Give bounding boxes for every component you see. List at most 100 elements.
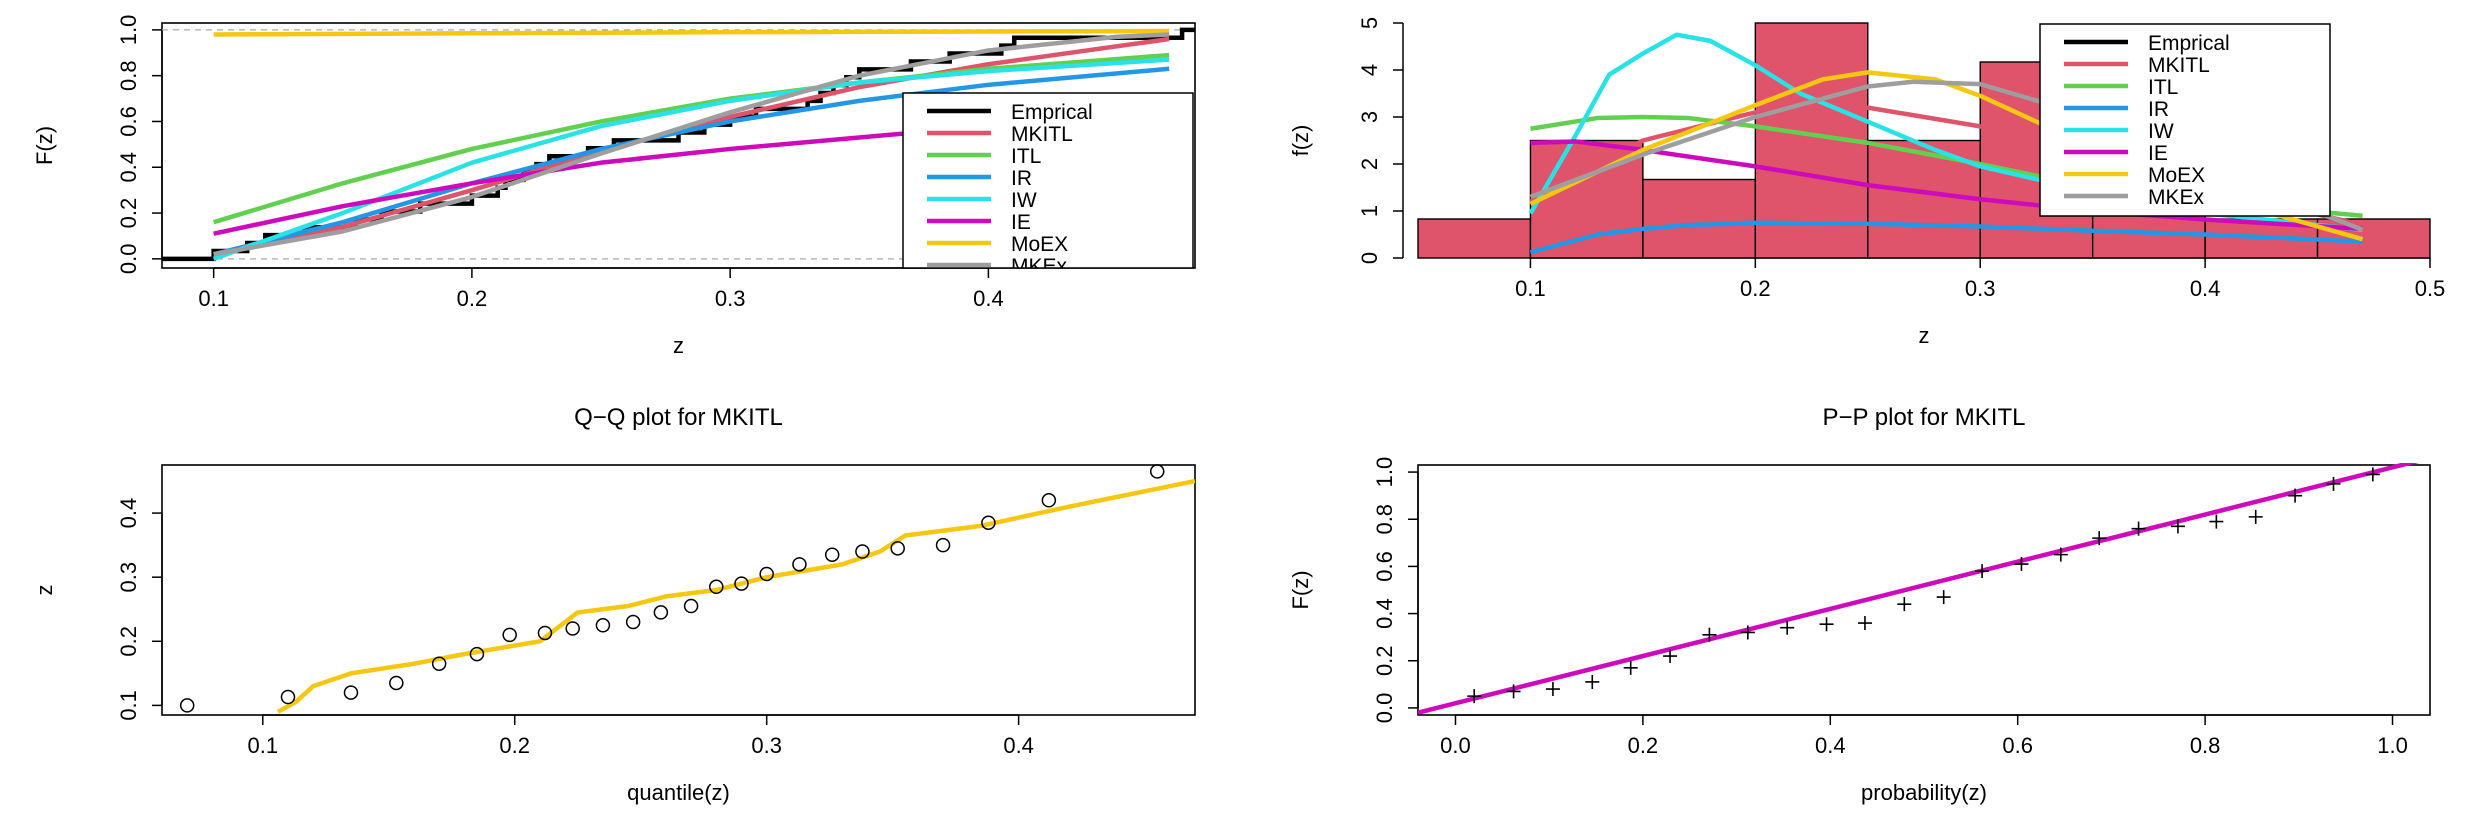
data-point <box>2053 547 2068 562</box>
x-tick-label: 0.3 <box>1965 276 1996 301</box>
x-tick-label: 0.2 <box>499 733 530 758</box>
x-axis-label: z <box>673 333 684 358</box>
series-iw-line <box>212 57 1170 261</box>
y-tick-label: 0.0 <box>1372 693 1397 724</box>
y-tick-label: 0.6 <box>1372 551 1397 582</box>
legend-label: MoEX <box>2148 164 2205 187</box>
data-point <box>1819 617 1834 632</box>
y-tick-label: 0.0 <box>116 244 141 275</box>
data-point <box>824 547 840 562</box>
data-point <box>2248 509 2263 524</box>
y-tick-label: 4 <box>1357 64 1382 76</box>
x-axis-label: probability(z) <box>1861 780 1987 805</box>
x-tick-label: 0.6 <box>2002 733 2033 758</box>
x-tick-label: 0.8 <box>2190 733 2221 758</box>
x-tick-label: 1.0 <box>2377 733 2408 758</box>
legend-label: MoEX <box>1011 233 1068 256</box>
data-point <box>2326 476 2341 491</box>
chart-title: P−P plot for MKITL <box>1823 404 2026 431</box>
y-tick-label: 0.8 <box>1372 504 1397 535</box>
data-point <box>1897 597 1912 612</box>
data-point <box>1467 689 1482 704</box>
histogram-bar <box>1642 178 1757 259</box>
y-tick-label: 0.4 <box>116 152 141 183</box>
data-point <box>469 646 485 662</box>
x-tick-label: 0.0 <box>1440 733 1471 758</box>
y-axis-label: F(z) <box>32 126 57 165</box>
y-tick-label: 1 <box>1357 205 1382 217</box>
data-point <box>1936 590 1951 605</box>
data-point <box>343 685 359 700</box>
x-tick-label: 0.4 <box>973 286 1004 311</box>
legend-label: IR <box>2148 98 2169 121</box>
y-tick-label: 0.8 <box>116 60 141 91</box>
y-tick-label: 0.4 <box>116 498 141 529</box>
y-tick-label: 3 <box>1357 111 1382 123</box>
data-point <box>1857 616 1872 631</box>
data-point <box>431 656 447 671</box>
data-point <box>1975 564 1990 579</box>
data-point <box>502 627 517 643</box>
data-point <box>625 614 641 630</box>
legend-box <box>2039 23 2331 217</box>
series-mkex-line <box>213 32 1170 257</box>
chart-pp: P−P plot for MKITL 0.0 0.2 0.4 0.6 0.8 1.0 prob… <box>1288 404 2431 805</box>
plot-frame <box>1417 464 2431 716</box>
x-tick-label: 0.4 <box>1815 733 1846 758</box>
x-tick-label: 0.1 <box>247 733 278 758</box>
data-point <box>2170 519 2185 534</box>
histogram-bar <box>1417 218 1532 259</box>
data-point <box>389 675 404 691</box>
series-moex-line <box>213 28 1170 37</box>
y-tick-label: 5 <box>1357 17 1382 29</box>
x-tick-label: 0.3 <box>751 733 782 758</box>
legend-label: IE <box>1011 211 1031 234</box>
legend-label: IE <box>2148 142 2168 165</box>
y-tick-label: 1.0 <box>1372 457 1397 488</box>
data-point <box>1041 493 1057 508</box>
data-point <box>734 576 749 591</box>
data-point <box>2014 557 2029 572</box>
data-point <box>1740 625 1755 640</box>
data-point <box>2092 531 2107 546</box>
data-point <box>890 541 905 556</box>
data-point <box>1623 660 1638 675</box>
legend-label: MKITL <box>2148 54 2210 77</box>
data-point <box>653 605 669 620</box>
chart-title: Q−Q plot for MKITL <box>574 404 783 431</box>
y-tick-label: 0.4 <box>1372 598 1397 629</box>
data-point <box>1545 682 1560 697</box>
y-tick-label: 0.2 <box>116 626 141 657</box>
y-tick-label: 0.2 <box>116 198 141 229</box>
x-tick-label: 0.1 <box>1515 276 1546 301</box>
x-tick-label: 0.2 <box>457 286 488 311</box>
x-tick-label: 0.4 <box>2190 276 2221 301</box>
legend-label: IR <box>1011 167 1032 190</box>
data-point <box>855 544 870 559</box>
series-reference-line <box>1418 463 2420 715</box>
legend-label: ITL <box>2148 76 2178 99</box>
x-tick-label: 0.2 <box>1628 733 1659 758</box>
series-reference-line <box>276 478 1195 714</box>
y-tick-label: 0.3 <box>116 562 141 593</box>
legend-label: MKITL <box>1011 123 1073 146</box>
data-point <box>1585 674 1600 689</box>
y-tick-label: 2 <box>1357 158 1382 170</box>
data-point <box>2131 521 2146 536</box>
data-point <box>935 537 951 553</box>
x-axis-label: z <box>1919 323 1930 348</box>
data-point <box>792 557 807 572</box>
y-tick-label: 1.0 <box>116 15 141 46</box>
data-point <box>981 515 996 530</box>
data-point <box>2209 514 2224 529</box>
data-point <box>1780 620 1795 635</box>
legend-label: MKEx <box>1011 255 1068 278</box>
y-tick-label: 0.6 <box>116 106 141 137</box>
data-point <box>1702 627 1717 642</box>
y-axis-label: f(z) <box>1288 125 1313 157</box>
plot-frame <box>161 464 1196 716</box>
legend-label: IW <box>2148 120 2174 143</box>
x-tick-label: 0.1 <box>198 286 229 311</box>
